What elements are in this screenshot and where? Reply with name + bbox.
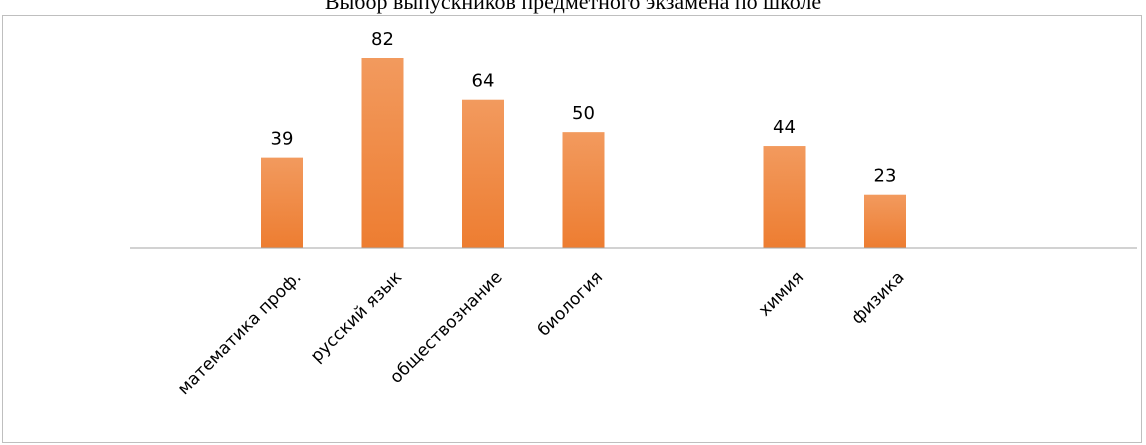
- data-label: 82: [371, 29, 394, 50]
- data-label: 50: [572, 103, 595, 124]
- data-label: 64: [472, 71, 495, 92]
- bar: [864, 194, 906, 248]
- bar: [361, 58, 404, 248]
- data-label: 39: [271, 129, 294, 150]
- category-label: физика: [847, 267, 908, 328]
- bar: [261, 157, 303, 248]
- bar: [462, 99, 504, 249]
- category-label: математика проф.: [174, 267, 306, 399]
- category-label: биология: [534, 267, 607, 340]
- category-label: обществознание: [386, 267, 506, 387]
- chart-title: Выбор выпускников предметного экзамена п…: [324, 0, 822, 14]
- category-label: русский язык: [307, 267, 406, 366]
- bar: [562, 132, 605, 248]
- bar: [763, 146, 806, 248]
- bars-group: [261, 58, 906, 249]
- data-label: 23: [874, 166, 897, 187]
- category-label: химия: [755, 267, 808, 320]
- data-label: 44: [773, 117, 796, 138]
